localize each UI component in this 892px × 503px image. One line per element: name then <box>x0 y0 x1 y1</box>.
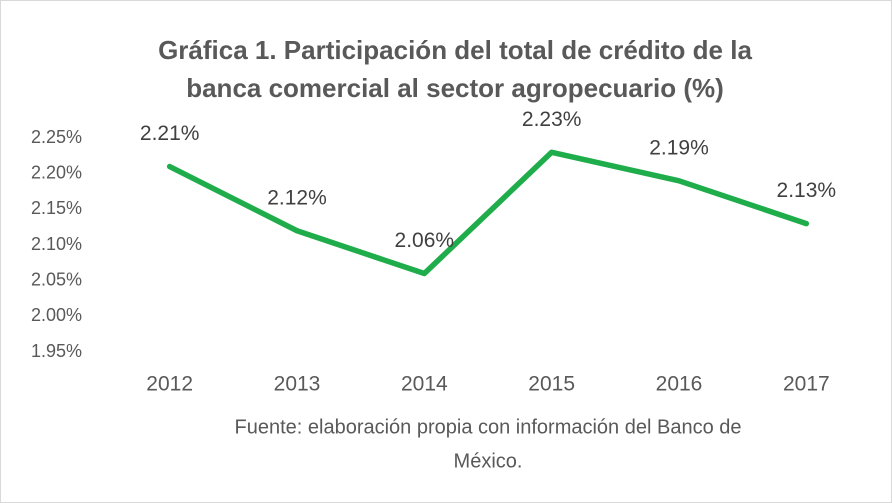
chart-title: Gráfica 1. Participación del total de cr… <box>158 35 752 65</box>
data-label: 2.21% <box>140 122 200 145</box>
source-note: Fuente: elaboración propia con informaci… <box>235 416 742 438</box>
y-tick-label: 2.00% <box>31 305 82 325</box>
x-tick-label: 2016 <box>656 373 703 396</box>
y-tick-label: 1.95% <box>31 341 82 361</box>
x-tick-label: 2012 <box>146 373 193 396</box>
x-tick-label: 2013 <box>274 373 321 396</box>
y-tick-label: 2.25% <box>31 127 82 147</box>
data-label: 2.12% <box>267 186 327 209</box>
x-tick-label: 2014 <box>401 373 448 396</box>
y-tick-label: 2.05% <box>31 269 82 289</box>
chart-title: banca comercial al sector agropecuario (… <box>186 73 724 103</box>
x-tick-label: 2015 <box>528 373 575 396</box>
y-tick-label: 2.10% <box>31 234 82 254</box>
line-series <box>166 149 810 277</box>
data-label: 2.06% <box>395 229 455 252</box>
y-tick-label: 2.20% <box>31 162 82 182</box>
data-label: 2.19% <box>649 136 709 159</box>
y-tick-label: 2.15% <box>31 198 82 218</box>
x-tick-label: 2017 <box>783 373 830 396</box>
data-label: 2.23% <box>522 108 582 131</box>
data-label: 2.13% <box>777 179 837 202</box>
source-note: México. <box>454 450 523 472</box>
